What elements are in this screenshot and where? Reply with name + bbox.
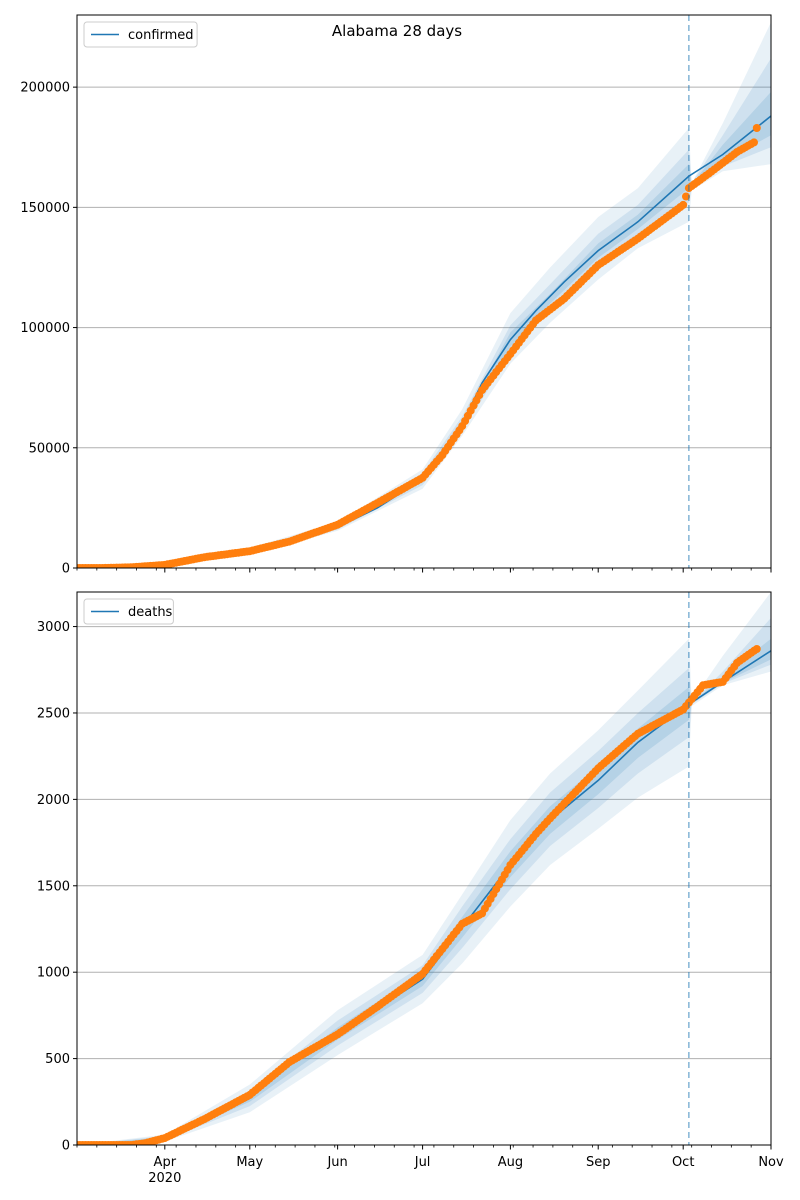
y-tick-label: 50000 [29, 441, 70, 456]
x-tick-label: Sep [586, 1155, 611, 1170]
figure-title: Alabama 28 days [332, 22, 462, 40]
uncertainty-band-middle [77, 617, 771, 1145]
y-tick-label: 2500 [37, 706, 70, 721]
confirmed-panel: 0 50000 100000 150000 200000 confirmed [20, 14, 772, 577]
plot-area [77, 15, 771, 568]
legend-label: confirmed [128, 28, 194, 43]
uncertainty-band-outer [77, 592, 771, 1145]
legend-box [83, 21, 198, 48]
x-tick-label: Aug [498, 1155, 523, 1170]
uncertainty-band-outer [77, 22, 771, 568]
plot-area [77, 592, 771, 1145]
x-tick-label: May [236, 1155, 263, 1170]
x-tick-label: Oct [672, 1155, 694, 1170]
y-tick-label: 3000 [37, 620, 70, 635]
x-year-label: 2020 [148, 1171, 181, 1186]
y-tick-label: 100000 [20, 321, 70, 336]
y-tick-label: 500 [45, 1052, 70, 1067]
axes-frame [76, 591, 772, 1146]
y-tick-label: 1500 [37, 879, 70, 894]
y-tick-label: 150000 [20, 201, 70, 216]
y-tick-label: 200000 [20, 81, 70, 96]
observed-point [679, 200, 688, 209]
deaths-panel: 0 500 1000 1500 2000 2500 3000 Apr May Jun Jul Aug S… [37, 591, 784, 1186]
y-tick-label: 0 [62, 562, 70, 577]
x-tick-label: Apr [154, 1155, 177, 1170]
axes-frame [76, 14, 772, 569]
x-tick-label: Nov [758, 1155, 784, 1170]
legend-box [83, 598, 174, 625]
uncertainty-band-middle [77, 58, 771, 568]
x-tick-label: Jun [326, 1155, 347, 1170]
y-tick-label: 0 [62, 1139, 70, 1154]
y-tick-label: 1000 [37, 966, 70, 981]
y-tick-label: 2000 [37, 793, 70, 808]
x-tick-label: Jul [414, 1155, 431, 1170]
legend-label: deaths [128, 605, 173, 620]
observed-point [750, 138, 758, 147]
observed-point [682, 192, 690, 201]
observed-point [752, 645, 761, 653]
observed-point [752, 124, 761, 132]
